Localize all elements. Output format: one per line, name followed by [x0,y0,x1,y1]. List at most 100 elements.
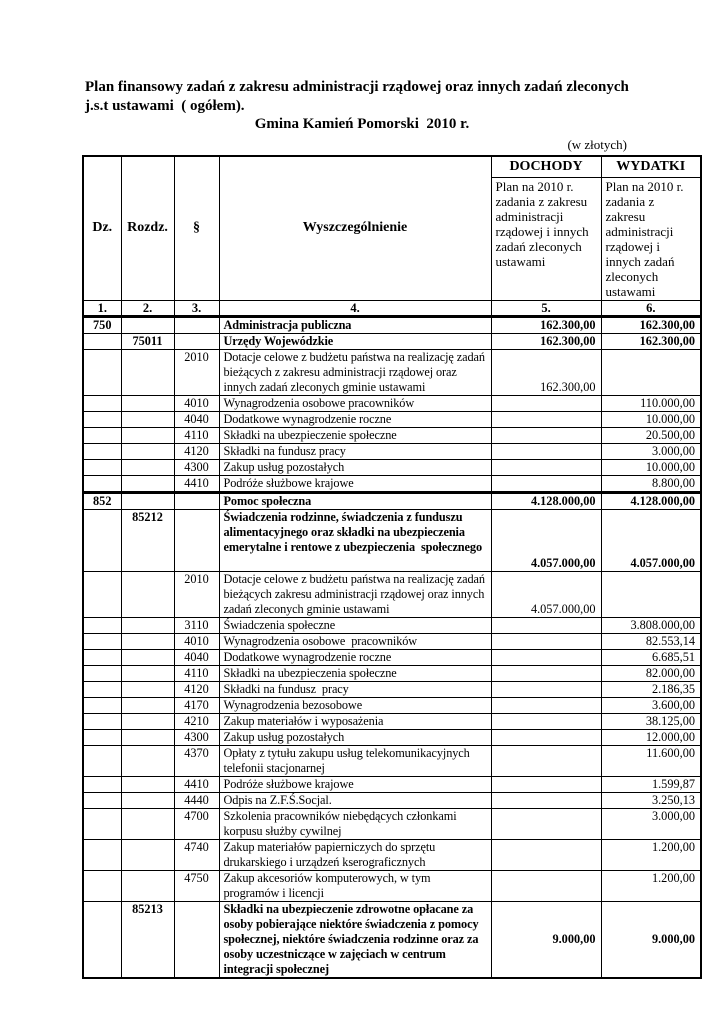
cell-rozdzial [120,680,175,698]
cell-paragraf: 4750 [173,869,220,902]
cell-dzial [82,332,122,350]
cell-wyszczegolnienie: Opłaty z tytułu zakupu usług telekomunik… [218,744,492,777]
cell-dzial: 750 [82,314,122,334]
col-header-rozdzial: Rozdz. [120,155,175,301]
cell-dochody [490,712,602,730]
cell-dochody [490,394,602,412]
cell-wyszczegolnienie: Szkolenia pracowników niebędących członk… [218,807,492,840]
cell-rozdzial [120,348,175,396]
table-row: 4440 Odpis na Z.F.Ś.Socjal. 3.250,13 [82,791,702,809]
cell-wydatki: 2.186,35 [600,680,702,698]
table-row: 4300 Zakup usług pozostałych 12.000,00 [82,728,702,746]
cell-wydatki: 8.800,00 [600,474,702,493]
cell-wydatki: 38.125,00 [600,712,702,730]
cell-wyszczegolnienie: Pomoc społeczna [218,490,492,510]
cell-dochody [490,616,602,634]
cell-paragraf [173,900,220,978]
cell-dochody [490,410,602,428]
cell-wydatki: 3.600,00 [600,696,702,714]
cell-dzial [82,474,122,493]
table-row: 4010 Wynagrodzenia osobowe pracowników 8… [82,632,702,650]
cell-wydatki: 1.599,87 [600,775,702,793]
cell-dzial [82,869,122,902]
cell-wydatki: 82.000,00 [600,664,702,682]
cell-dochody [490,458,602,476]
cell-dzial [82,807,122,840]
cell-wyszczegolnienie: Odpis na Z.F.Ś.Socjal. [218,791,492,809]
table-row: 4750 Zakup akcesoriów komputerowych, w t… [82,869,702,902]
cell-rozdzial [120,410,175,428]
cell-dzial [82,442,122,460]
col-number-1: 1. [82,299,122,317]
cell-dzial [82,648,122,666]
col-header-dzial: Dz. [82,155,122,301]
table-row: 4170 Wynagrodzenia bezosobowe 3.600,00 [82,696,702,714]
cell-wyszczegolnienie: Zakup akcesoriów komputerowych, w tym pr… [218,869,492,902]
subheader-dochody: Plan na 2010 r. zadania z zakresu admini… [490,176,602,301]
cell-wydatki: 6.685,51 [600,648,702,666]
cell-dochody [490,632,602,650]
cell-rozdzial [120,616,175,634]
table-row: 4300 Zakup usług pozostałych 10.000,00 [82,458,702,476]
cell-dochody [490,680,602,698]
cell-paragraf: 4300 [173,728,220,746]
cell-dochody [490,728,602,746]
budget-table-header: Dz. Rozdz. § Wyszczególnienie DOCHODY WY… [82,155,702,317]
cell-wydatki: 162.300,00 [600,314,702,334]
cell-rozdzial [120,490,175,510]
cell-dochody [490,775,602,793]
cell-paragraf: 4040 [173,410,220,428]
cell-rozdzial [120,570,175,618]
cell-wydatki: 1.200,00 [600,869,702,902]
cell-dochody: 9.000,00 [490,900,602,978]
cell-dzial [82,426,122,444]
cell-wydatki: 82.553,14 [600,632,702,650]
cell-paragraf: 4120 [173,680,220,698]
cell-dzial [82,632,122,650]
table-row: 4700 Szkolenia pracowników niebędących c… [82,807,702,840]
cell-paragraf: 4700 [173,807,220,840]
cell-dzial [82,775,122,793]
cell-wyszczegolnienie: Składki na fundusz pracy [218,680,492,698]
cell-dochody [490,442,602,460]
cell-wydatki: 4.057.000,00 [600,508,702,572]
cell-rozdzial [120,696,175,714]
cell-dzial [82,696,122,714]
cell-wyszczegolnienie: Składki na fundusz pracy [218,442,492,460]
cell-wyszczegolnienie: Podróże służbowe krajowe [218,474,492,493]
table-row: 75011 Urzędy Wojewódzkie 162.300,00 162.… [82,332,702,350]
cell-paragraf: 4170 [173,696,220,714]
cell-rozdzial: 85212 [120,508,175,572]
col-header-paragraf: § [173,155,220,301]
cell-dochody: 162.300,00 [490,348,602,396]
cell-rozdzial: 75011 [120,332,175,350]
cell-paragraf: 2010 [173,348,220,396]
col-header-wydatki: WYDATKI [600,155,702,178]
cell-rozdzial [120,712,175,730]
document-title: Plan finansowy zadań z zakresu administr… [85,78,717,116]
budget-table: Dz. Rozdz. § Wyszczególnienie DOCHODY WY… [82,155,702,979]
cell-wydatki: 20.500,00 [600,426,702,444]
cell-paragraf: 4410 [173,474,220,493]
cell-dochody: 4.057.000,00 [490,508,602,572]
cell-paragraf: 4040 [173,648,220,666]
cell-dochody [490,696,602,714]
col-header-wyszczegolnienie: Wyszczególnienie [218,155,492,301]
table-row: 4040 Dodatkowe wynagrodzenie roczne 6.68… [82,648,702,666]
table-row: 4120 Składki na fundusz pracy 3.000,00 [82,442,702,460]
cell-paragraf: 4010 [173,632,220,650]
header-row-sub: Plan na 2010 r. zadania z zakresu admini… [83,176,702,301]
table-row: 4410 Podróże służbowe krajowe 1.599,87 [82,775,702,793]
cell-paragraf: 4010 [173,394,220,412]
cell-rozdzial [120,838,175,871]
cell-wyszczegolnienie: Świadczenia społeczne [218,616,492,634]
cell-dzial [82,394,122,412]
cell-dochody: 162.300,00 [490,332,602,350]
table-row: 852 Pomoc społeczna 4.128.000,00 4.128.0… [82,490,702,510]
table-row: 4370 Opłaty z tytułu zakupu usług teleko… [82,744,702,777]
cell-wydatki: 10.000,00 [600,458,702,476]
cell-paragraf: 4210 [173,712,220,730]
subheader-wydatki: Plan na 2010 r. zadania z zakresu admini… [600,176,702,301]
table-row: 750 Administracja publiczna 162.300,00 1… [82,314,702,334]
